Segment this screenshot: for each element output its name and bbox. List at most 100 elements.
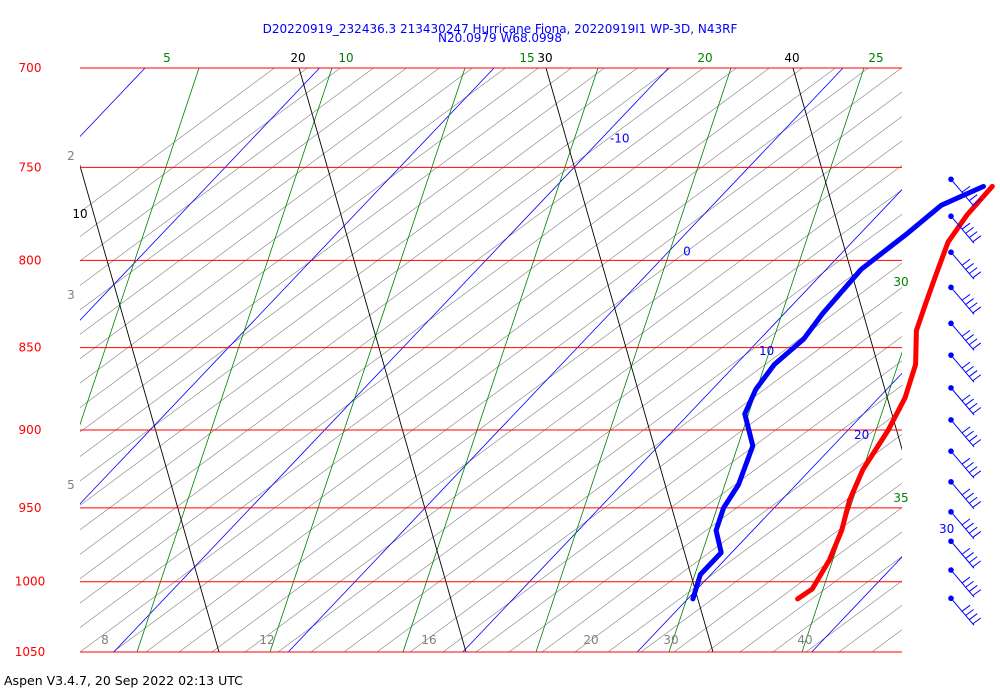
moist-adiabat-line xyxy=(80,68,407,311)
chart-subtitle: N20.0979 W68.0998 xyxy=(438,31,562,45)
pressure-tick-label: 850 xyxy=(19,341,42,355)
moist-adiabat-line xyxy=(640,458,902,652)
isotherm-line xyxy=(287,68,844,652)
pressure-tick-label: 1050 xyxy=(15,645,46,659)
wind-barb-feather xyxy=(961,329,971,337)
wind-barb-feather xyxy=(965,552,974,559)
wind-barb xyxy=(948,567,982,598)
bottom-temperature-label: 12 xyxy=(259,633,274,647)
isotherm-line xyxy=(80,68,320,321)
moist-adiabat-line xyxy=(508,360,902,652)
dry-adiabat-label: 10 xyxy=(72,207,87,221)
wind-barb-feather xyxy=(965,580,974,588)
wind-barb-staff xyxy=(950,419,975,448)
mixing-ratio-line xyxy=(136,68,333,652)
moist-adiabat-line xyxy=(80,68,341,262)
moist-adiabat-line xyxy=(80,68,572,433)
moist-adiabat-line xyxy=(80,68,770,580)
wind-barb-feather xyxy=(965,522,974,530)
wind-barb xyxy=(948,595,982,626)
wind-barb xyxy=(948,538,982,569)
isotherm-line xyxy=(80,68,495,505)
wind-barb-feather xyxy=(965,430,974,438)
moist-adiabat-line xyxy=(244,164,902,652)
moist-adiabat-line xyxy=(80,68,704,531)
dry-adiabat-line xyxy=(545,68,714,652)
mixing-ratio-label: 30 xyxy=(893,275,908,289)
wind-barb-feather xyxy=(961,547,971,555)
wind-barb-staff xyxy=(950,450,975,479)
moist-adiabat-line xyxy=(80,68,374,286)
wind-barb-feather xyxy=(968,466,978,474)
mixing-ratio-label: 20 xyxy=(697,51,712,65)
wind-barb-feather xyxy=(965,334,974,341)
wind-barb-feather xyxy=(972,306,982,314)
wind-barb-feather xyxy=(972,198,982,206)
wind-barb-feather xyxy=(968,526,978,534)
wind-barb-feather xyxy=(972,439,982,446)
moist-adiabat-line xyxy=(80,68,605,457)
wind-barb xyxy=(948,385,982,416)
wind-barb-feather xyxy=(972,374,982,382)
wind-barb-feather xyxy=(961,394,971,402)
wind-barb-feather xyxy=(972,342,982,350)
moist-adiabat-line xyxy=(938,68,1000,652)
wind-barb-feather xyxy=(965,365,974,373)
moist-adiabat-line xyxy=(574,409,902,652)
mixing-ratio-label: 35 xyxy=(893,491,908,505)
moist-adiabat-label: 3 xyxy=(67,288,75,302)
pressure-tick-label: 700 xyxy=(19,61,42,75)
wind-barb-feather xyxy=(968,302,978,310)
chart-labels: 700 750 800 850 900 950 1000 1050 -10 0 10 20 30 8 12 1… xyxy=(15,51,955,659)
wind-barb-staff xyxy=(950,387,975,416)
moist-adiabat-line xyxy=(772,556,902,652)
isotherm-label: 20 xyxy=(854,428,869,442)
wind-barb-staff xyxy=(950,323,975,351)
wind-barb-feather xyxy=(972,407,982,414)
wind-barb-feather xyxy=(961,293,971,301)
pressure-tick-label: 1000 xyxy=(15,575,46,589)
wind-barb-feather xyxy=(972,560,982,568)
moist-adiabat-line xyxy=(80,68,440,335)
wind-barb-staff xyxy=(950,569,975,598)
wind-barb-feather xyxy=(972,617,982,625)
wind-barb-feather xyxy=(965,263,974,270)
dewpoint-trace xyxy=(690,183,986,602)
dry-adiabat-line xyxy=(792,68,902,451)
wind-barb-feather xyxy=(972,470,982,478)
moist-adiabat-line xyxy=(541,384,902,652)
wind-barb xyxy=(948,320,982,351)
wind-barb-feather xyxy=(961,518,971,526)
wind-barb-feather xyxy=(968,194,978,202)
mixing-ratio-line xyxy=(801,351,902,652)
isotherm-line xyxy=(811,556,902,652)
moist-adiabat-line xyxy=(607,433,902,652)
wind-barb-feather xyxy=(961,361,971,369)
wind-barb-staff xyxy=(950,481,975,510)
wind-barb-feather xyxy=(972,501,982,508)
dry-adiabat-line xyxy=(80,164,220,652)
wind-barb-feather xyxy=(968,267,978,275)
bottom-temperature-label: 40 xyxy=(797,633,812,647)
wind-barb-feather xyxy=(968,402,978,410)
dry-adiabat-label: 40 xyxy=(784,51,799,65)
wind-barb-feather xyxy=(965,398,974,406)
wind-barb xyxy=(948,284,982,315)
mixing-ratio-line xyxy=(269,68,466,652)
moist-adiabat-line xyxy=(80,68,869,652)
isotherm-label: 0 xyxy=(683,244,691,258)
dry-adiabat-label: 30 xyxy=(537,51,552,65)
dry-adiabat-label: 20 xyxy=(290,51,305,65)
wind-barb xyxy=(948,509,982,540)
wind-barb-feather xyxy=(965,190,974,197)
moist-adiabat-line xyxy=(277,189,902,652)
wind-barb-feather xyxy=(968,556,978,564)
moist-adiabat-line xyxy=(80,68,671,506)
moist-adiabat-label: 2 xyxy=(67,149,75,163)
wind-barb xyxy=(948,249,982,280)
wind-barb-feather xyxy=(968,434,978,442)
mixing-ratio-label: 25 xyxy=(868,51,883,65)
wind-barb-feather xyxy=(961,222,971,230)
wind-barb-feather xyxy=(968,231,978,239)
